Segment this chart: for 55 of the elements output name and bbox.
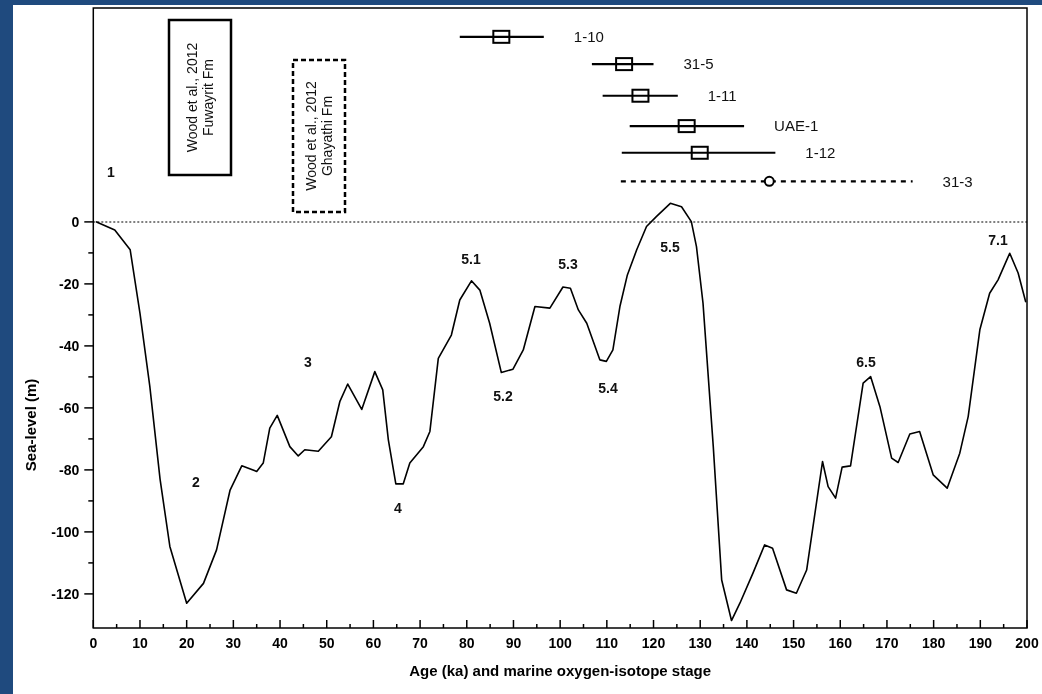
point — [763, 175, 775, 187]
annotation: 5.2 — [493, 387, 513, 404]
x-tick-label: 50 — [318, 635, 335, 651]
x-tick-label: 20 — [178, 635, 195, 651]
x-tick-label: 30 — [225, 635, 242, 651]
x-tick-label: 120 — [641, 635, 666, 651]
point — [631, 88, 650, 103]
x-tick-label: 200 — [1015, 635, 1039, 651]
x-tick-label: 0 — [89, 635, 98, 651]
point — [690, 145, 709, 160]
y-tick-label: -20 — [59, 275, 80, 292]
x-tick-label: 170 — [875, 635, 899, 651]
x-tick-label: 100 — [548, 635, 573, 651]
text: 1-10 — [573, 28, 604, 46]
annotation: 2 — [192, 473, 201, 490]
annotation: 6.5 — [856, 353, 876, 370]
x-tick-label: 60 — [365, 635, 382, 651]
x-tick-label: 10 — [132, 635, 148, 651]
y-tick-label: 0 — [71, 213, 80, 230]
annotation: 1 — [107, 163, 116, 180]
y-tick-label: -120 — [51, 585, 80, 602]
y-tick-label: -100 — [51, 523, 80, 540]
x-tick-label: 110 — [595, 635, 619, 651]
annotation: 5.5 — [660, 238, 680, 255]
x-tick-label: 180 — [921, 635, 946, 651]
x-tick-label: 80 — [458, 635, 475, 651]
annotation: Wood et al., 2012 Fuwayrit Fm — [184, 42, 216, 153]
annotation: 5.1 — [461, 250, 481, 267]
y-tick-label: -60 — [59, 399, 80, 416]
x-tick-label: 140 — [735, 635, 759, 651]
y-tick-label: -40 — [59, 337, 80, 354]
text: UAE-1 — [774, 117, 819, 135]
x-tick-label: 40 — [272, 635, 289, 651]
y-axis-title: Sea-level (m) — [22, 378, 39, 472]
annotation: 5.4 — [598, 379, 618, 396]
text: 31-5 — [683, 55, 714, 73]
x-tick-label: 150 — [781, 635, 806, 651]
x-tick-label: 190 — [968, 635, 993, 651]
point — [615, 57, 634, 72]
y-tick-label: -80 — [59, 461, 80, 478]
x-tick-label: 160 — [828, 635, 853, 651]
annotation: 7.1 — [988, 231, 1008, 248]
point — [677, 119, 696, 134]
text: 1-11 — [707, 86, 737, 104]
x-tick-label: 90 — [505, 635, 522, 651]
annotation: 5.3 — [558, 255, 578, 272]
x-axis-title: Age (ka) and marine oxygen-isotope stage — [409, 662, 712, 679]
text: 31-3 — [942, 172, 973, 190]
x-tick-label: 70 — [412, 635, 429, 651]
annotation: 4 — [394, 499, 403, 516]
x-tick-label: 130 — [688, 635, 713, 651]
point — [492, 29, 511, 44]
annotation: Wood et al., 2012 Ghayathi Fm — [303, 81, 335, 191]
text: 1-12 — [805, 144, 836, 162]
annotation: 3 — [304, 353, 313, 370]
